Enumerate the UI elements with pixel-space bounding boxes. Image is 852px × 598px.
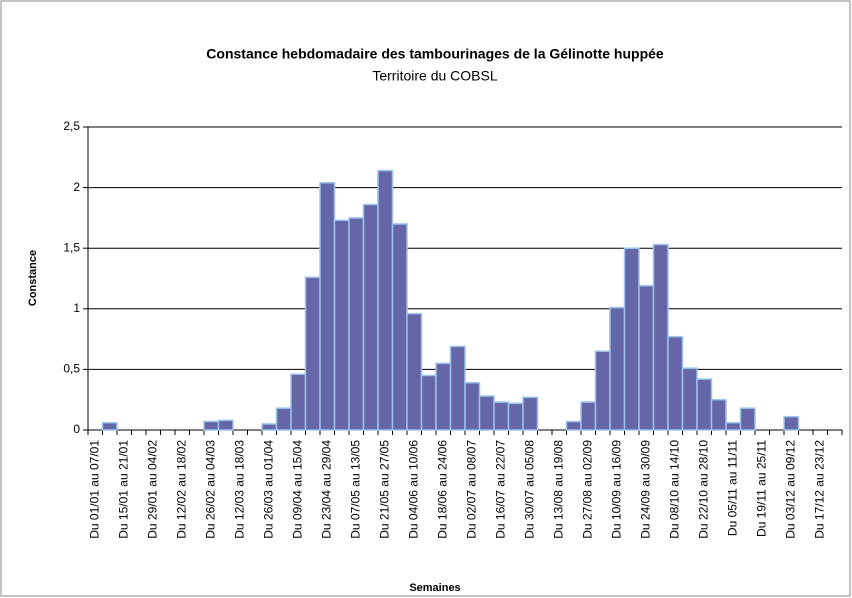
bar <box>681 367 698 431</box>
bar <box>623 247 640 431</box>
x-tick-label: Du 26/03 au 01/04 <box>261 440 275 539</box>
bar <box>348 217 365 431</box>
bar <box>565 420 582 431</box>
y-tick-label: 0,5 <box>63 362 80 376</box>
x-tick-label: Du 30/07 au 05/08 <box>522 440 536 539</box>
bar <box>333 219 350 431</box>
x-tick-label: Du 05/11 au 11/11 <box>725 440 739 536</box>
bar <box>507 402 524 431</box>
x-tick-label: Du 02/07 au 08/07 <box>464 440 478 539</box>
x-tick-label: Du 15/01 au 21/01 <box>116 440 130 539</box>
y-tick-label: 1,5 <box>63 240 80 254</box>
x-tick-label: Du 16/07 au 22/07 <box>493 440 507 539</box>
x-tick-label: Du 19/11 au 25/11 <box>754 440 768 537</box>
bar <box>435 362 452 431</box>
bar <box>304 276 321 431</box>
x-tick-label: Du 23/04 au 29/04 <box>319 440 333 539</box>
y-axis-label: Constance <box>27 250 39 306</box>
bar <box>362 203 379 431</box>
bar <box>203 420 220 431</box>
bar <box>522 396 539 431</box>
chart-subtitle: Territoire du COBSL <box>372 68 497 84</box>
x-tick-label: Du 09/04 au 15/04 <box>290 440 304 539</box>
bar <box>478 395 495 431</box>
x-tick-label: Du 18/06 au 24/06 <box>435 440 449 539</box>
bar <box>275 407 292 431</box>
x-tick-label: Du 04/06 au 10/06 <box>406 440 420 539</box>
bar <box>217 419 234 431</box>
x-tick-label: Du 27/08 au 02/09 <box>580 440 594 539</box>
x-axis-label: Semaines <box>409 582 460 594</box>
bar <box>290 373 307 431</box>
x-tick-label: Du 21/05 au 27/05 <box>377 440 391 539</box>
bar <box>696 378 713 431</box>
x-tick-label: Du 12/02 au 18/02 <box>174 440 188 539</box>
x-tick-label: Du 01/01 au 07/01 <box>87 440 101 539</box>
x-tick-label: Du 03/12 au 09/12 <box>783 440 797 539</box>
bar <box>710 398 727 431</box>
x-tick-label: Du 24/09 au 30/09 <box>638 440 652 539</box>
bar <box>638 285 655 431</box>
x-tick-label: Du 26/02 au 04/03 <box>203 440 217 539</box>
y-tick-label: 0 <box>73 422 80 436</box>
bar <box>420 374 437 431</box>
bar <box>609 306 626 431</box>
bar <box>652 243 669 431</box>
x-tick-label: Du 07/05 au 13/05 <box>348 440 362 539</box>
bar <box>391 223 408 431</box>
bar <box>580 401 597 431</box>
x-tick-label: Du 17/12 au 23/12 <box>812 440 826 539</box>
bar <box>783 415 800 431</box>
x-tick-label: Du 08/10 au 14/10 <box>667 440 681 539</box>
y-tick-label: 1 <box>73 301 80 315</box>
bar <box>594 350 611 431</box>
bar <box>725 421 742 431</box>
x-tick-label: Du 13/08 au 19/08 <box>551 440 565 539</box>
bar <box>667 335 684 431</box>
bar <box>319 182 336 431</box>
bar <box>493 401 510 431</box>
bar <box>377 169 394 431</box>
chart-title: Constance hebdomadaire des tambourinages… <box>206 46 664 62</box>
bar <box>101 421 118 431</box>
x-tick-label: Du 10/09 au 16/09 <box>609 440 623 539</box>
bar <box>464 381 481 431</box>
x-tick-label: Du 12/03 au 18/03 <box>232 440 246 539</box>
bar <box>739 407 756 431</box>
bar <box>449 345 466 431</box>
bar <box>406 312 423 431</box>
x-tick-label: Du 22/10 au 28/10 <box>696 440 710 539</box>
bar <box>261 423 278 431</box>
y-tick-label: 2 <box>73 180 80 194</box>
y-tick-label: 2,5 <box>63 119 80 133</box>
x-tick-label: Du 29/01 au 04/02 <box>145 440 159 539</box>
